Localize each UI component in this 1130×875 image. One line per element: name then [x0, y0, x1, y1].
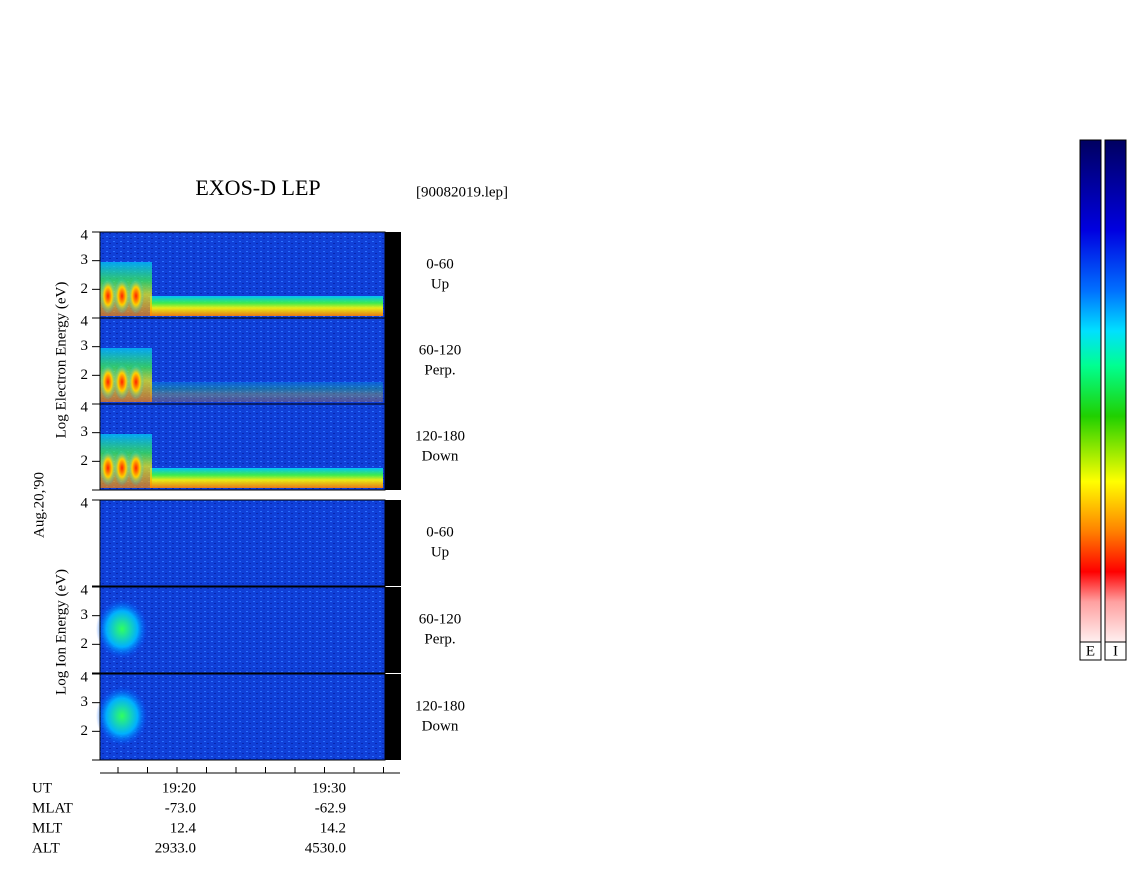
- spectrogram-blob: [100, 364, 116, 400]
- footer-value: 2933.0: [155, 840, 196, 856]
- footer-value: 4530.0: [305, 840, 346, 856]
- colorbar-label: E: [1086, 643, 1095, 659]
- data-gap: [385, 674, 401, 760]
- date: Aug.20,'90: [31, 472, 47, 538]
- spectrogram: [100, 500, 385, 586]
- angle-label: 0-60: [426, 524, 454, 540]
- direction-label: Up: [431, 276, 449, 292]
- spectrogram-band: [150, 468, 383, 488]
- spectrogram-blob: [114, 278, 130, 314]
- tick-label: 3: [81, 694, 89, 710]
- colorbar-label-box: [1079, 641, 1102, 661]
- tick-label: 4: [81, 313, 89, 329]
- footer-label: MLT: [32, 820, 62, 836]
- panel-frame: [99, 403, 386, 491]
- title: EXOS-D LEP: [195, 175, 320, 200]
- tick-label: 4: [81, 495, 89, 511]
- spectrogram-blob: [128, 364, 144, 400]
- angle-label: 0-60: [426, 256, 454, 272]
- colorbar-label: I: [1113, 643, 1118, 659]
- ion-axis-label: Log Ion Energy (eV): [53, 569, 69, 695]
- data-gap: [385, 404, 401, 490]
- tick-label: 3: [81, 338, 89, 354]
- tick-label: 3: [81, 252, 89, 268]
- direction-label: Perp.: [424, 631, 455, 647]
- tick-label: 3: [81, 424, 89, 440]
- spectrograms: 2 3 4 0-60 Up 2 3 4 60-120 Perp. 2 3 4 120-180 Down 4 0-…: [81, 227, 465, 761]
- spectrogram-blob: [114, 364, 130, 400]
- colorbar-label-box: [1104, 641, 1127, 661]
- footer-label: ALT: [32, 840, 60, 856]
- spectrogram-blob: [114, 450, 130, 486]
- colorbar: [1079, 139, 1102, 643]
- tick-label: 3: [81, 607, 89, 623]
- data-gap: [385, 500, 401, 586]
- footer-label: UT: [32, 780, 52, 796]
- tick-label: 4: [81, 669, 89, 685]
- footer: UT 19:20 19:30 MLAT -73.0 -62.9 MLT 12.4 14.2 ALT…: [32, 780, 346, 856]
- spectrogram-band: [150, 296, 383, 316]
- data-gap: [385, 318, 401, 404]
- tick-label: 4: [81, 582, 89, 598]
- panel-frame: [99, 586, 386, 674]
- data-gap: [385, 587, 401, 673]
- spectrogram-blob: [128, 278, 144, 314]
- spectrogram-blob: [100, 278, 116, 314]
- direction-label: Down: [422, 448, 459, 464]
- tick-label: 2: [81, 636, 89, 652]
- spectrogram-blob: [100, 450, 116, 486]
- direction-label: Perp.: [424, 362, 455, 378]
- file-name: [90082019.lep]: [416, 184, 508, 200]
- tick-label: 4: [81, 399, 89, 415]
- electron-axis-label: Log Electron Energy (eV): [53, 282, 69, 439]
- tick-label: 4: [81, 227, 89, 243]
- direction-label: Up: [431, 544, 449, 560]
- angle-label: 60-120: [419, 342, 462, 358]
- direction-label: Down: [422, 718, 459, 734]
- footer-value: 14.2: [320, 820, 346, 836]
- tick-label: 2: [81, 723, 89, 739]
- tick-label: 2: [81, 453, 89, 469]
- tick-label: 2: [81, 367, 89, 383]
- time-axis: [100, 767, 400, 774]
- data-gap: [385, 232, 401, 318]
- panel-frame: [99, 673, 386, 761]
- footer-value: 19:20: [162, 780, 196, 796]
- spectrogram-band: [150, 382, 383, 402]
- footer-value: -73.0: [165, 800, 196, 816]
- angle-label: 60-120: [419, 611, 462, 627]
- footer-value: 19:30: [312, 780, 346, 796]
- colorbar: [1104, 139, 1127, 643]
- footer-value: -62.9: [315, 800, 346, 816]
- angle-label: 120-180: [415, 428, 465, 444]
- spectrogram-blob: [96, 599, 148, 659]
- panel-frame: [99, 499, 386, 587]
- angle-label: 120-180: [415, 698, 465, 714]
- footer-label: MLAT: [32, 800, 73, 816]
- spectrogram-blob: [128, 450, 144, 486]
- footer-value: 12.4: [170, 820, 197, 836]
- tick-label: 2: [81, 281, 89, 297]
- spectrogram-blob: [96, 686, 148, 746]
